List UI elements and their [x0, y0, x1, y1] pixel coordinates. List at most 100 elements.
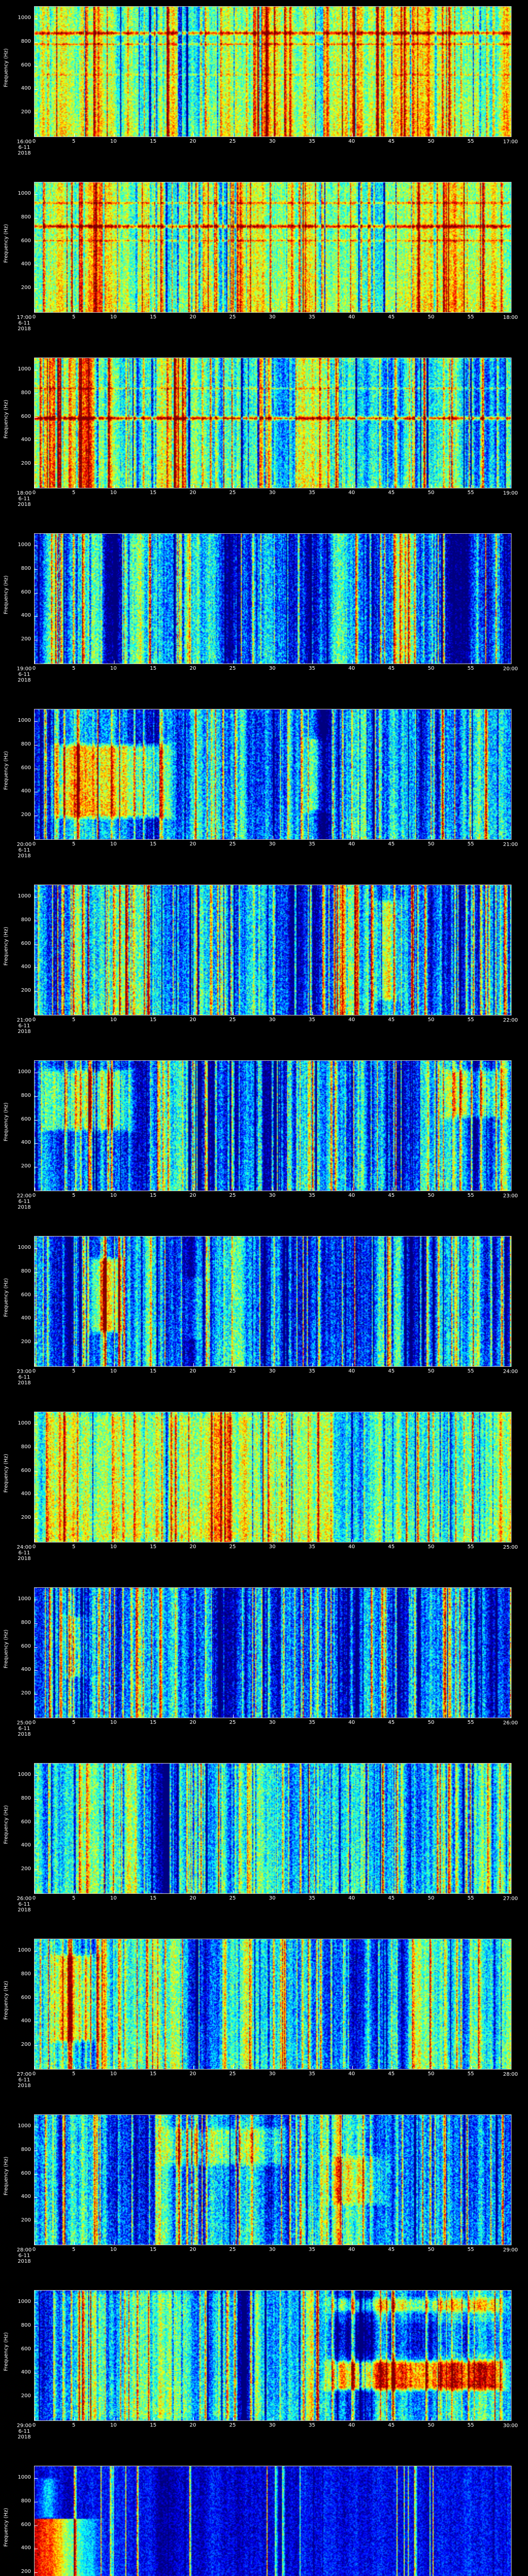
end-time-label: 29:00 — [503, 2247, 518, 2253]
x-tick-label: 30 — [269, 1017, 276, 1023]
x-tick-label: 5 — [72, 1368, 76, 1374]
y-tick-mark — [35, 616, 38, 617]
x-tick-label: 20 — [189, 2422, 196, 2428]
spectrogram-image[interactable] — [34, 6, 512, 137]
y-tick-label: 600 — [21, 1292, 31, 1298]
spectrogram-image[interactable] — [34, 2290, 512, 2421]
y-tick-mark — [35, 1775, 38, 1776]
spectrogram-image[interactable] — [34, 533, 512, 664]
y-tick-mark — [35, 2045, 38, 2046]
x-tick-label: 50 — [427, 666, 435, 671]
x-tick-mark — [312, 1715, 313, 1718]
spectrogram-panel: Frequency (Hz) 23:00 6-11 2018 24:00 100… — [0, 1234, 528, 1410]
y-tick-mark — [35, 1670, 38, 1671]
spectrogram-image[interactable] — [34, 709, 512, 840]
x-tick-label: 40 — [348, 1368, 355, 1374]
x-tick-label: 10 — [110, 139, 117, 144]
y-tick-mark — [35, 991, 38, 992]
x-tick-label: 40 — [348, 1193, 355, 1198]
y-tick-label: 400 — [21, 2018, 31, 2024]
x-axis-start-datetime: 23:00 6-11 2018 — [9, 1369, 39, 1386]
x-tick-label: 20 — [189, 1720, 196, 1725]
x-tick-mark — [193, 836, 194, 839]
x-tick-label: 15 — [150, 1544, 157, 1550]
y-tick-label: 600 — [21, 2170, 31, 2176]
spectrogram-image[interactable] — [34, 1939, 512, 2070]
start-year-label: 2018 — [18, 1907, 31, 1913]
x-tick-label: 45 — [388, 2422, 395, 2428]
y-tick-mark — [35, 1623, 38, 1624]
start-time-label: 16:00 — [16, 139, 32, 145]
x-tick-label: 15 — [150, 2422, 157, 2428]
spectrogram-image[interactable] — [34, 1587, 512, 1718]
spectrogram-canvas — [35, 2115, 511, 2245]
x-tick-label: 5 — [72, 139, 76, 144]
spectrogram-canvas — [35, 885, 511, 1015]
x-tick-mark — [312, 485, 313, 488]
end-time-label: 20:00 — [503, 666, 518, 672]
x-axis-start-datetime: 17:00 6-11 2018 — [9, 315, 39, 332]
x-tick-label: 20 — [189, 1544, 196, 1550]
x-tick-mark — [193, 1012, 194, 1015]
y-tick-label: 200 — [21, 1339, 31, 1345]
y-tick-label: 400 — [21, 1667, 31, 1673]
y-tick-label: 400 — [21, 86, 31, 92]
spectrogram-image[interactable] — [34, 1060, 512, 1191]
x-tick-mark — [193, 2066, 194, 2069]
y-tick-label: 200 — [21, 988, 31, 994]
spectrogram-image[interactable] — [34, 2466, 512, 2576]
x-tick-mark — [233, 2242, 234, 2245]
spectrogram-image[interactable] — [34, 2114, 512, 2245]
y-tick-mark — [35, 1143, 38, 1144]
spectrogram-panel: Frequency (Hz) 25:00 6-11 2018 26:00 100… — [0, 1585, 528, 1761]
spectrogram-image[interactable] — [34, 1412, 512, 1543]
y-tick-label: 200 — [21, 1866, 31, 1872]
end-time-label: 26:00 — [503, 1720, 518, 1726]
x-axis-start-datetime: 22:00 6-11 2018 — [9, 1193, 39, 1210]
x-tick-label: 40 — [348, 314, 355, 320]
x-tick-label: 5 — [72, 1017, 76, 1023]
spectrogram-image[interactable] — [34, 885, 512, 1015]
x-tick-label: 50 — [427, 1544, 435, 1550]
y-tick-label: 200 — [21, 1690, 31, 1697]
y-tick-label: 400 — [21, 2194, 31, 2200]
end-time-label: 21:00 — [503, 842, 518, 848]
x-tick-mark — [74, 2242, 75, 2245]
start-year-label: 2018 — [18, 1205, 31, 1210]
spectrogram-image[interactable] — [34, 1763, 512, 1894]
y-tick-label: 600 — [21, 940, 31, 946]
x-tick-label: 0 — [32, 490, 36, 496]
x-tick-mark — [352, 1012, 353, 1015]
y-tick-mark — [35, 1120, 38, 1121]
x-tick-label: 45 — [388, 1017, 395, 1023]
spectrogram-image[interactable] — [34, 1236, 512, 1367]
x-tick-label: 25 — [229, 666, 236, 671]
x-tick-label: 10 — [110, 490, 117, 496]
x-tick-label: 35 — [308, 139, 316, 144]
x-tick-label: 50 — [427, 841, 435, 847]
spectrogram-canvas — [35, 1588, 511, 1718]
y-tick-mark — [35, 2150, 38, 2151]
y-tick-label: 1000 — [18, 1771, 31, 1777]
x-tick-mark — [233, 133, 234, 137]
x-tick-label: 35 — [308, 1720, 316, 1725]
x-tick-mark — [312, 2066, 313, 2069]
x-tick-mark — [74, 2066, 75, 2069]
y-tick-label: 800 — [21, 565, 31, 571]
x-tick-label: 0 — [32, 1544, 36, 1550]
spectrogram-canvas — [35, 1939, 511, 2069]
y-tick-label: 1000 — [18, 2123, 31, 2129]
x-tick-label: 0 — [32, 1720, 36, 1725]
x-tick-mark — [233, 2417, 234, 2420]
x-tick-label: 30 — [269, 314, 276, 320]
x-tick-label: 5 — [72, 490, 76, 496]
x-tick-label: 30 — [269, 666, 276, 671]
spectrogram-image[interactable] — [34, 358, 512, 488]
x-axis-start-datetime: 21:00 6-11 2018 — [9, 1018, 39, 1035]
x-tick-label: 5 — [72, 1544, 76, 1550]
x-tick-label: 30 — [269, 490, 276, 496]
x-tick-label: 30 — [269, 2247, 276, 2252]
spectrogram-image[interactable] — [34, 182, 512, 313]
x-tick-label: 35 — [308, 666, 316, 671]
x-tick-label: 45 — [388, 490, 395, 496]
